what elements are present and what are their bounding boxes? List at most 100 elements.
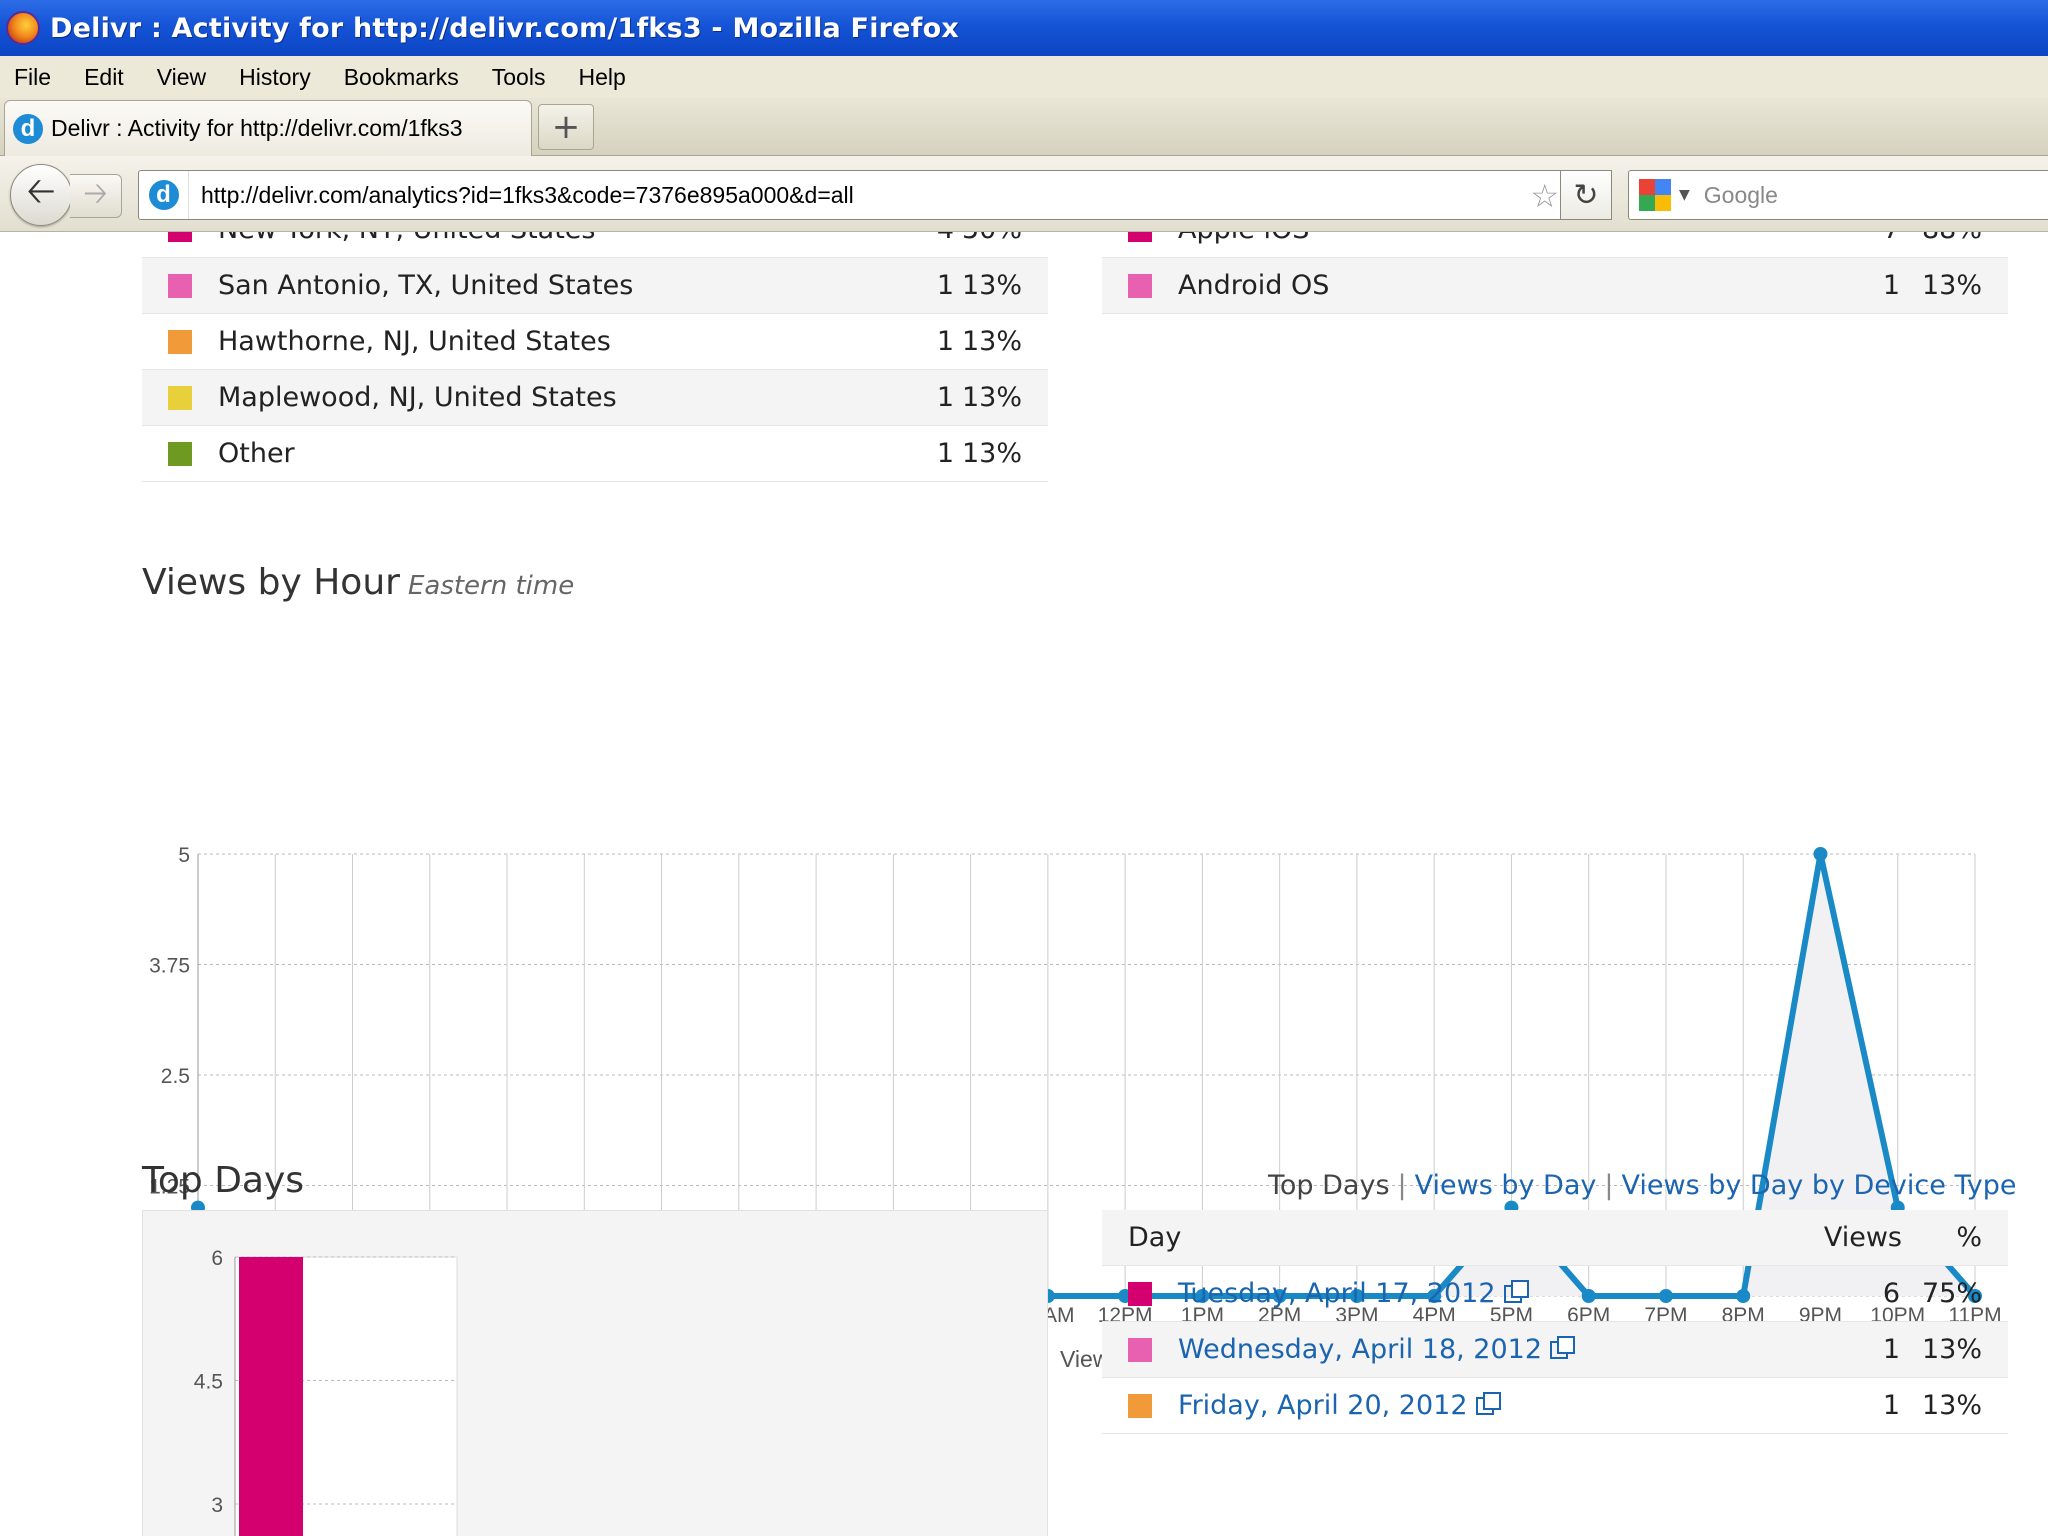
y-tick-label: 3.75: [149, 955, 190, 978]
table-row: Wednesday, April 18, 2012 1 13%: [1102, 1322, 2008, 1378]
data-point: [1813, 847, 1828, 861]
color-swatch: [1128, 1282, 1152, 1306]
navigation-toolbar: 🡠 🡢 d http://delivr.com/analytics?id=1fk…: [0, 156, 2048, 232]
table-row: Hawthorne, NJ, United States 1 13%: [142, 314, 1048, 370]
table-row: Friday, April 20, 2012 1 13%: [1102, 1378, 2008, 1434]
color-swatch: [168, 386, 192, 410]
color-swatch: [1128, 1338, 1152, 1362]
tab-title: Delivr : Activity for http://delivr.com/…: [51, 115, 463, 141]
views-by-day-link[interactable]: Views by Day: [1414, 1170, 1597, 1201]
reload-button[interactable]: ↻: [1560, 170, 1612, 220]
forward-arrow-icon: 🡢: [83, 175, 108, 211]
menu-view[interactable]: View: [156, 63, 207, 90]
views-column-header: Views: [1823, 1222, 1902, 1253]
day-row-label: Wednesday, April 18, 2012: [1178, 1334, 1576, 1365]
os-count: 1: [1882, 270, 1900, 301]
delivr-favicon-icon: d: [13, 113, 43, 144]
os-label: Android OS: [1178, 270, 1330, 301]
data-point: [1968, 1289, 1982, 1303]
os-label: Apple iOS: [1178, 232, 1309, 245]
day-views: 1: [1882, 1334, 1900, 1365]
external-link-icon[interactable]: [1550, 1336, 1576, 1359]
data-point: [1349, 1289, 1364, 1303]
top-days-chart: 34.56: [194, 1247, 458, 1536]
back-arrow-icon: 🡠: [26, 170, 56, 212]
location-count: 1: [936, 270, 954, 301]
location-count: 1: [936, 382, 954, 413]
url-text[interactable]: http://delivr.com/analytics?id=1fks3&cod…: [201, 181, 854, 208]
data-point: [1658, 1289, 1673, 1303]
table-row: San Antonio, TX, United States 1 13%: [142, 258, 1048, 314]
link-separator: |: [1397, 1170, 1407, 1201]
pct-column-header: %: [1956, 1222, 1982, 1253]
data-point: [1272, 1289, 1287, 1303]
location-label: San Antonio, TX, United States: [218, 270, 634, 301]
table-row: Android OS 1 13%: [1102, 258, 2008, 314]
url-bar[interactable]: d http://delivr.com/analytics?id=1fks3&c…: [138, 170, 1612, 220]
data-point: [1736, 1289, 1751, 1303]
search-bar[interactable]: ▼ Google: [1628, 170, 2048, 220]
location-count: 4: [914, 232, 954, 245]
y-tick-label: 1.25: [149, 1176, 190, 1199]
day-link[interactable]: Wednesday, April 18, 2012: [1178, 1334, 1543, 1365]
menu-edit[interactable]: Edit: [84, 63, 124, 90]
site-identity-button[interactable]: d: [139, 171, 189, 219]
y-tick-label: 6: [211, 1247, 223, 1270]
location-label: Hawthorne, NJ, United States: [218, 326, 611, 357]
external-link-icon[interactable]: [1503, 1280, 1529, 1303]
delivr-site-icon: d: [148, 180, 179, 210]
y-tick-label: 4.5: [194, 1371, 223, 1394]
day-views: 6: [1882, 1278, 1900, 1309]
tab-delivr-activity[interactable]: d Delivr : Activity for http://delivr.co…: [4, 100, 532, 156]
menu-tools[interactable]: Tools: [491, 63, 546, 90]
views-by-hour-heading: Views by Hour Eastern time: [142, 562, 574, 603]
day-column-header: Day: [1128, 1222, 1182, 1253]
back-button[interactable]: 🡠: [10, 164, 72, 226]
day-link[interactable]: Friday, April 20, 2012: [1178, 1390, 1468, 1421]
menu-history[interactable]: History: [239, 63, 311, 90]
color-swatch: [168, 232, 192, 242]
forward-button[interactable]: 🡢: [70, 174, 122, 218]
location-pct: 13%: [961, 382, 1022, 413]
views-by-hour-title: Views by Hour: [142, 562, 400, 603]
location-pct: 13%: [961, 270, 1022, 301]
menu-help[interactable]: Help: [578, 63, 626, 90]
new-tab-button[interactable]: +: [538, 104, 594, 150]
tab-strip: d Delivr : Activity for http://delivr.co…: [0, 98, 2048, 156]
top-days-current-label: Top Days: [1268, 1170, 1390, 1201]
location-label: New York, NY, United States: [218, 232, 596, 245]
table-row: New York, NY, United States 4 50%: [142, 232, 1048, 258]
day-link[interactable]: Tuesday, April 17, 2012: [1178, 1278, 1496, 1309]
color-swatch: [168, 330, 192, 354]
page-content: New York, NY, United States 4 50% San An…: [0, 232, 2048, 1536]
os-count: 7: [1860, 232, 1900, 245]
bookmark-star-icon[interactable]: ☆: [1530, 177, 1559, 215]
os-pct: 88%: [1902, 232, 1982, 245]
day-views: 1: [1882, 1390, 1900, 1421]
color-swatch: [168, 442, 192, 466]
search-engine-dropdown-icon[interactable]: ▼: [1679, 187, 1690, 203]
external-link-icon[interactable]: [1475, 1392, 1501, 1415]
firefox-icon: [6, 11, 40, 45]
menu-file[interactable]: File: [14, 63, 52, 90]
location-label: Maplewood, NJ, United States: [218, 382, 617, 413]
day-pct: 13%: [1921, 1334, 1982, 1365]
day-pct: 75%: [1921, 1278, 1982, 1309]
top-days-chart-panel: 3 4.5 6: [142, 1210, 1048, 1536]
data-point: [1195, 1289, 1210, 1303]
y-tick-label: 5: [178, 844, 190, 867]
menu-bookmarks[interactable]: Bookmarks: [343, 63, 459, 90]
window-title: Delivr : Activity for http://delivr.com/…: [50, 12, 959, 44]
top-days-view-links: Top Days | Views by Day | Views by Day by De…: [1268, 1170, 2016, 1201]
google-engine-icon[interactable]: [1639, 179, 1671, 211]
os-pct: 13%: [1921, 270, 1982, 301]
table-row: Maplewood, NJ, United States 1 13%: [142, 370, 1048, 426]
link-separator: |: [1604, 1170, 1614, 1201]
search-placeholder[interactable]: Google: [1703, 181, 1778, 208]
color-swatch: [1128, 1394, 1152, 1418]
y-tick-label: 3: [211, 1494, 223, 1517]
views-by-hour-subtitle: Eastern time: [407, 571, 575, 601]
location-pct: 50%: [942, 232, 1022, 245]
location-count: 1: [936, 438, 954, 469]
views-by-day-by-device-link[interactable]: Views by Day by Device Type: [1621, 1170, 2017, 1201]
